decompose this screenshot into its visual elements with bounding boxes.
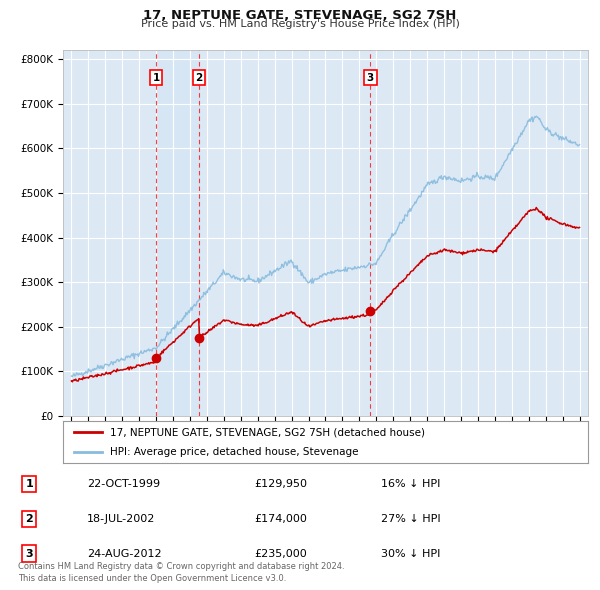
Text: £129,950: £129,950	[254, 479, 307, 489]
Text: 27% ↓ HPI: 27% ↓ HPI	[380, 514, 440, 524]
Text: 16% ↓ HPI: 16% ↓ HPI	[380, 479, 440, 489]
Text: 22-OCT-1999: 22-OCT-1999	[87, 479, 160, 489]
Text: 17, NEPTUNE GATE, STEVENAGE, SG2 7SH (detached house): 17, NEPTUNE GATE, STEVENAGE, SG2 7SH (de…	[110, 427, 425, 437]
Text: 17, NEPTUNE GATE, STEVENAGE, SG2 7SH: 17, NEPTUNE GATE, STEVENAGE, SG2 7SH	[143, 9, 457, 22]
Text: 1: 1	[152, 73, 160, 83]
Text: 2: 2	[196, 73, 203, 83]
Text: 18-JUL-2002: 18-JUL-2002	[87, 514, 155, 524]
Text: Price paid vs. HM Land Registry's House Price Index (HPI): Price paid vs. HM Land Registry's House …	[140, 19, 460, 30]
Text: £174,000: £174,000	[254, 514, 307, 524]
Text: Contains HM Land Registry data © Crown copyright and database right 2024.
This d: Contains HM Land Registry data © Crown c…	[18, 562, 344, 583]
Bar	[156, 50, 199, 416]
Text: 3: 3	[367, 73, 374, 83]
Text: 1: 1	[25, 479, 33, 489]
Text: 3: 3	[25, 549, 33, 559]
Text: HPI: Average price, detached house, Stevenage: HPI: Average price, detached house, Stev…	[110, 447, 359, 457]
Text: £235,000: £235,000	[254, 549, 307, 559]
Text: 2: 2	[25, 514, 33, 524]
Text: 24-AUG-2012: 24-AUG-2012	[87, 549, 161, 559]
Text: 30% ↓ HPI: 30% ↓ HPI	[380, 549, 440, 559]
